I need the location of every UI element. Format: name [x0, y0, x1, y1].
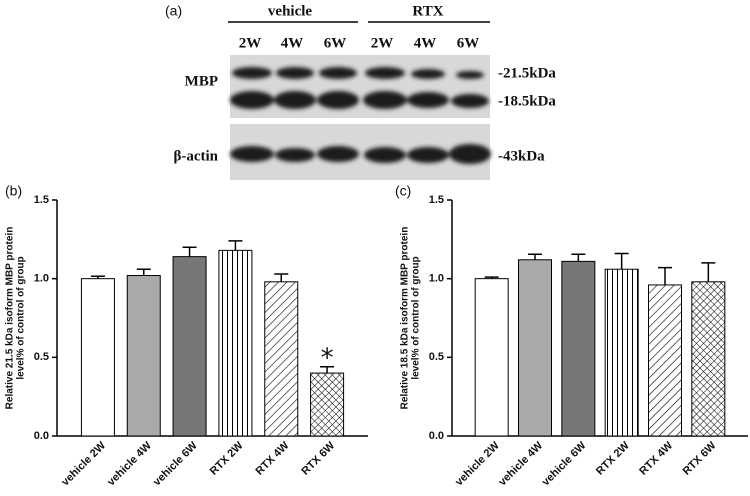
x-tick-label: RTX 6W: [299, 439, 337, 477]
y-tick-label: 1.0: [429, 273, 444, 285]
x-tick-label: vehicle 2W: [453, 439, 502, 488]
x-tick-label: vehicle 6W: [151, 439, 200, 488]
y-axis-label: Relative 21.5 kDa isoform MBP protein: [5, 227, 16, 410]
marker-label: -18.5kDa: [498, 93, 556, 109]
x-tick-label: RTX 6W: [681, 439, 719, 477]
error-bar: [228, 240, 243, 251]
bar: [310, 372, 345, 437]
y-tick-label: 0.0: [429, 430, 444, 442]
group-label: vehicle: [268, 3, 312, 19]
row-label: MBP: [185, 73, 218, 89]
x-tick-label: RTX 4W: [637, 439, 675, 477]
error-bar: [484, 276, 499, 279]
bar: [561, 260, 596, 437]
x-tick-label: RTX 2W: [594, 439, 632, 477]
x-tick-label: RTX 2W: [208, 439, 246, 477]
error-bar: [90, 275, 105, 279]
marker-label: -43kDa: [498, 148, 545, 164]
error-bar: [182, 246, 197, 257]
y-tick-label: 0.5: [429, 351, 444, 363]
y-tick-label: 1.0: [34, 273, 49, 285]
error-bar: [528, 253, 542, 260]
bar: [691, 281, 726, 437]
error-bar: [274, 273, 289, 282]
y-tick-label: 1.5: [34, 194, 49, 206]
lane-label: 4W: [281, 35, 304, 51]
group-label: RTX: [412, 3, 443, 19]
lane-label: 2W: [239, 35, 262, 51]
lane-label: 2W: [371, 35, 394, 51]
bar: [518, 259, 552, 437]
y-axis-label: level% of control of group: [16, 256, 27, 379]
error-bar: [571, 253, 586, 262]
bar: [474, 278, 509, 437]
lane-label: 6W: [324, 35, 347, 51]
annotation: *: [321, 343, 334, 373]
lane-label: 4W: [414, 35, 437, 51]
x-tick-label: vehicle 4W: [496, 439, 545, 488]
x-tick-label: vehicle 6W: [540, 439, 589, 488]
bar: [264, 281, 299, 437]
bar: [80, 278, 115, 437]
x-tick-label: vehicle 4W: [105, 439, 154, 488]
error-bar: [658, 266, 672, 285]
error-bar: [614, 252, 629, 270]
y-axis-label: Relative 18.5 kDa isoform MBP protein: [400, 227, 411, 410]
x-tick-label: vehicle 2W: [59, 439, 108, 488]
error-bar: [701, 262, 716, 282]
bar: [648, 284, 682, 437]
y-tick-label: 1.5: [429, 194, 444, 206]
error-bar: [320, 366, 335, 374]
western-blot: (a) vehicle RTX 2W 4W 6W 2W 4W 6W MBP β-…: [165, 3, 556, 180]
panel-label: (c): [395, 183, 411, 199]
panel-label: (b): [5, 183, 22, 199]
bar: [604, 268, 639, 437]
bar: [218, 249, 253, 437]
y-axis-label: level% of control of group: [411, 256, 422, 379]
y-tick-label: 0.5: [34, 351, 49, 363]
panel-label: (a): [165, 3, 182, 19]
bar: [172, 256, 207, 437]
y-tick-label: 0.0: [34, 430, 49, 442]
row-label: β-actin: [173, 148, 218, 164]
lane-label: 6W: [457, 35, 480, 51]
blot-membrane: [230, 55, 490, 118]
marker-label: -21.5kDa: [498, 65, 556, 81]
x-tick-label: RTX 4W: [254, 439, 292, 477]
error-bar: [136, 268, 151, 276]
bands: [230, 67, 491, 164]
bar: [126, 275, 161, 437]
